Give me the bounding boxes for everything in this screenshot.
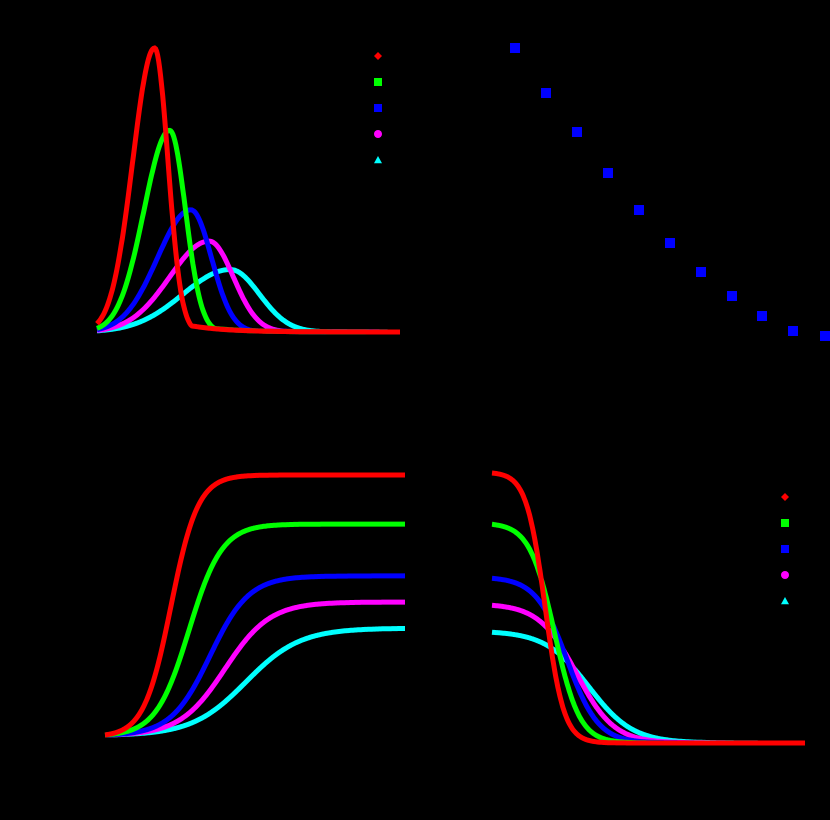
square-x-marker-icon xyxy=(374,78,382,86)
series-line xyxy=(97,267,400,335)
series-line xyxy=(491,602,805,746)
data-point xyxy=(757,311,767,321)
diamond-marker-icon xyxy=(781,493,789,501)
series-line xyxy=(96,127,400,335)
triangle-marker-icon xyxy=(374,156,382,164)
panel-top-right xyxy=(415,0,830,380)
panel-bottom-right xyxy=(415,440,830,820)
falling-sigmoid-chart xyxy=(491,470,805,746)
data-point xyxy=(510,43,520,53)
triangle-marker-icon xyxy=(781,597,789,605)
series-line xyxy=(104,472,405,738)
peak-distribution-chart xyxy=(95,45,400,335)
series-line xyxy=(491,629,805,746)
circle-marker-icon xyxy=(374,130,382,138)
rising-sigmoid-chart xyxy=(104,472,405,738)
data-point xyxy=(788,326,798,336)
data-point xyxy=(541,88,551,98)
data-point xyxy=(603,168,613,178)
panel-bottom-left xyxy=(0,440,415,820)
data-point xyxy=(665,238,675,248)
data-point xyxy=(727,291,737,301)
panel-top-left xyxy=(0,0,415,380)
circle-marker-icon xyxy=(781,571,789,579)
data-point xyxy=(634,205,644,215)
series-line xyxy=(105,599,405,738)
series-line xyxy=(491,470,805,746)
data-point xyxy=(696,267,706,277)
series-line xyxy=(105,573,405,738)
series-line xyxy=(491,575,805,746)
diamond-marker-icon xyxy=(374,52,382,60)
data-point xyxy=(572,127,582,137)
series-line xyxy=(104,521,405,738)
square-marker-icon xyxy=(374,104,382,112)
scatter-chart xyxy=(510,43,830,341)
square-x-marker-icon xyxy=(781,519,789,527)
series-line xyxy=(95,45,400,335)
square-marker-icon xyxy=(781,545,789,553)
data-point xyxy=(820,331,830,341)
